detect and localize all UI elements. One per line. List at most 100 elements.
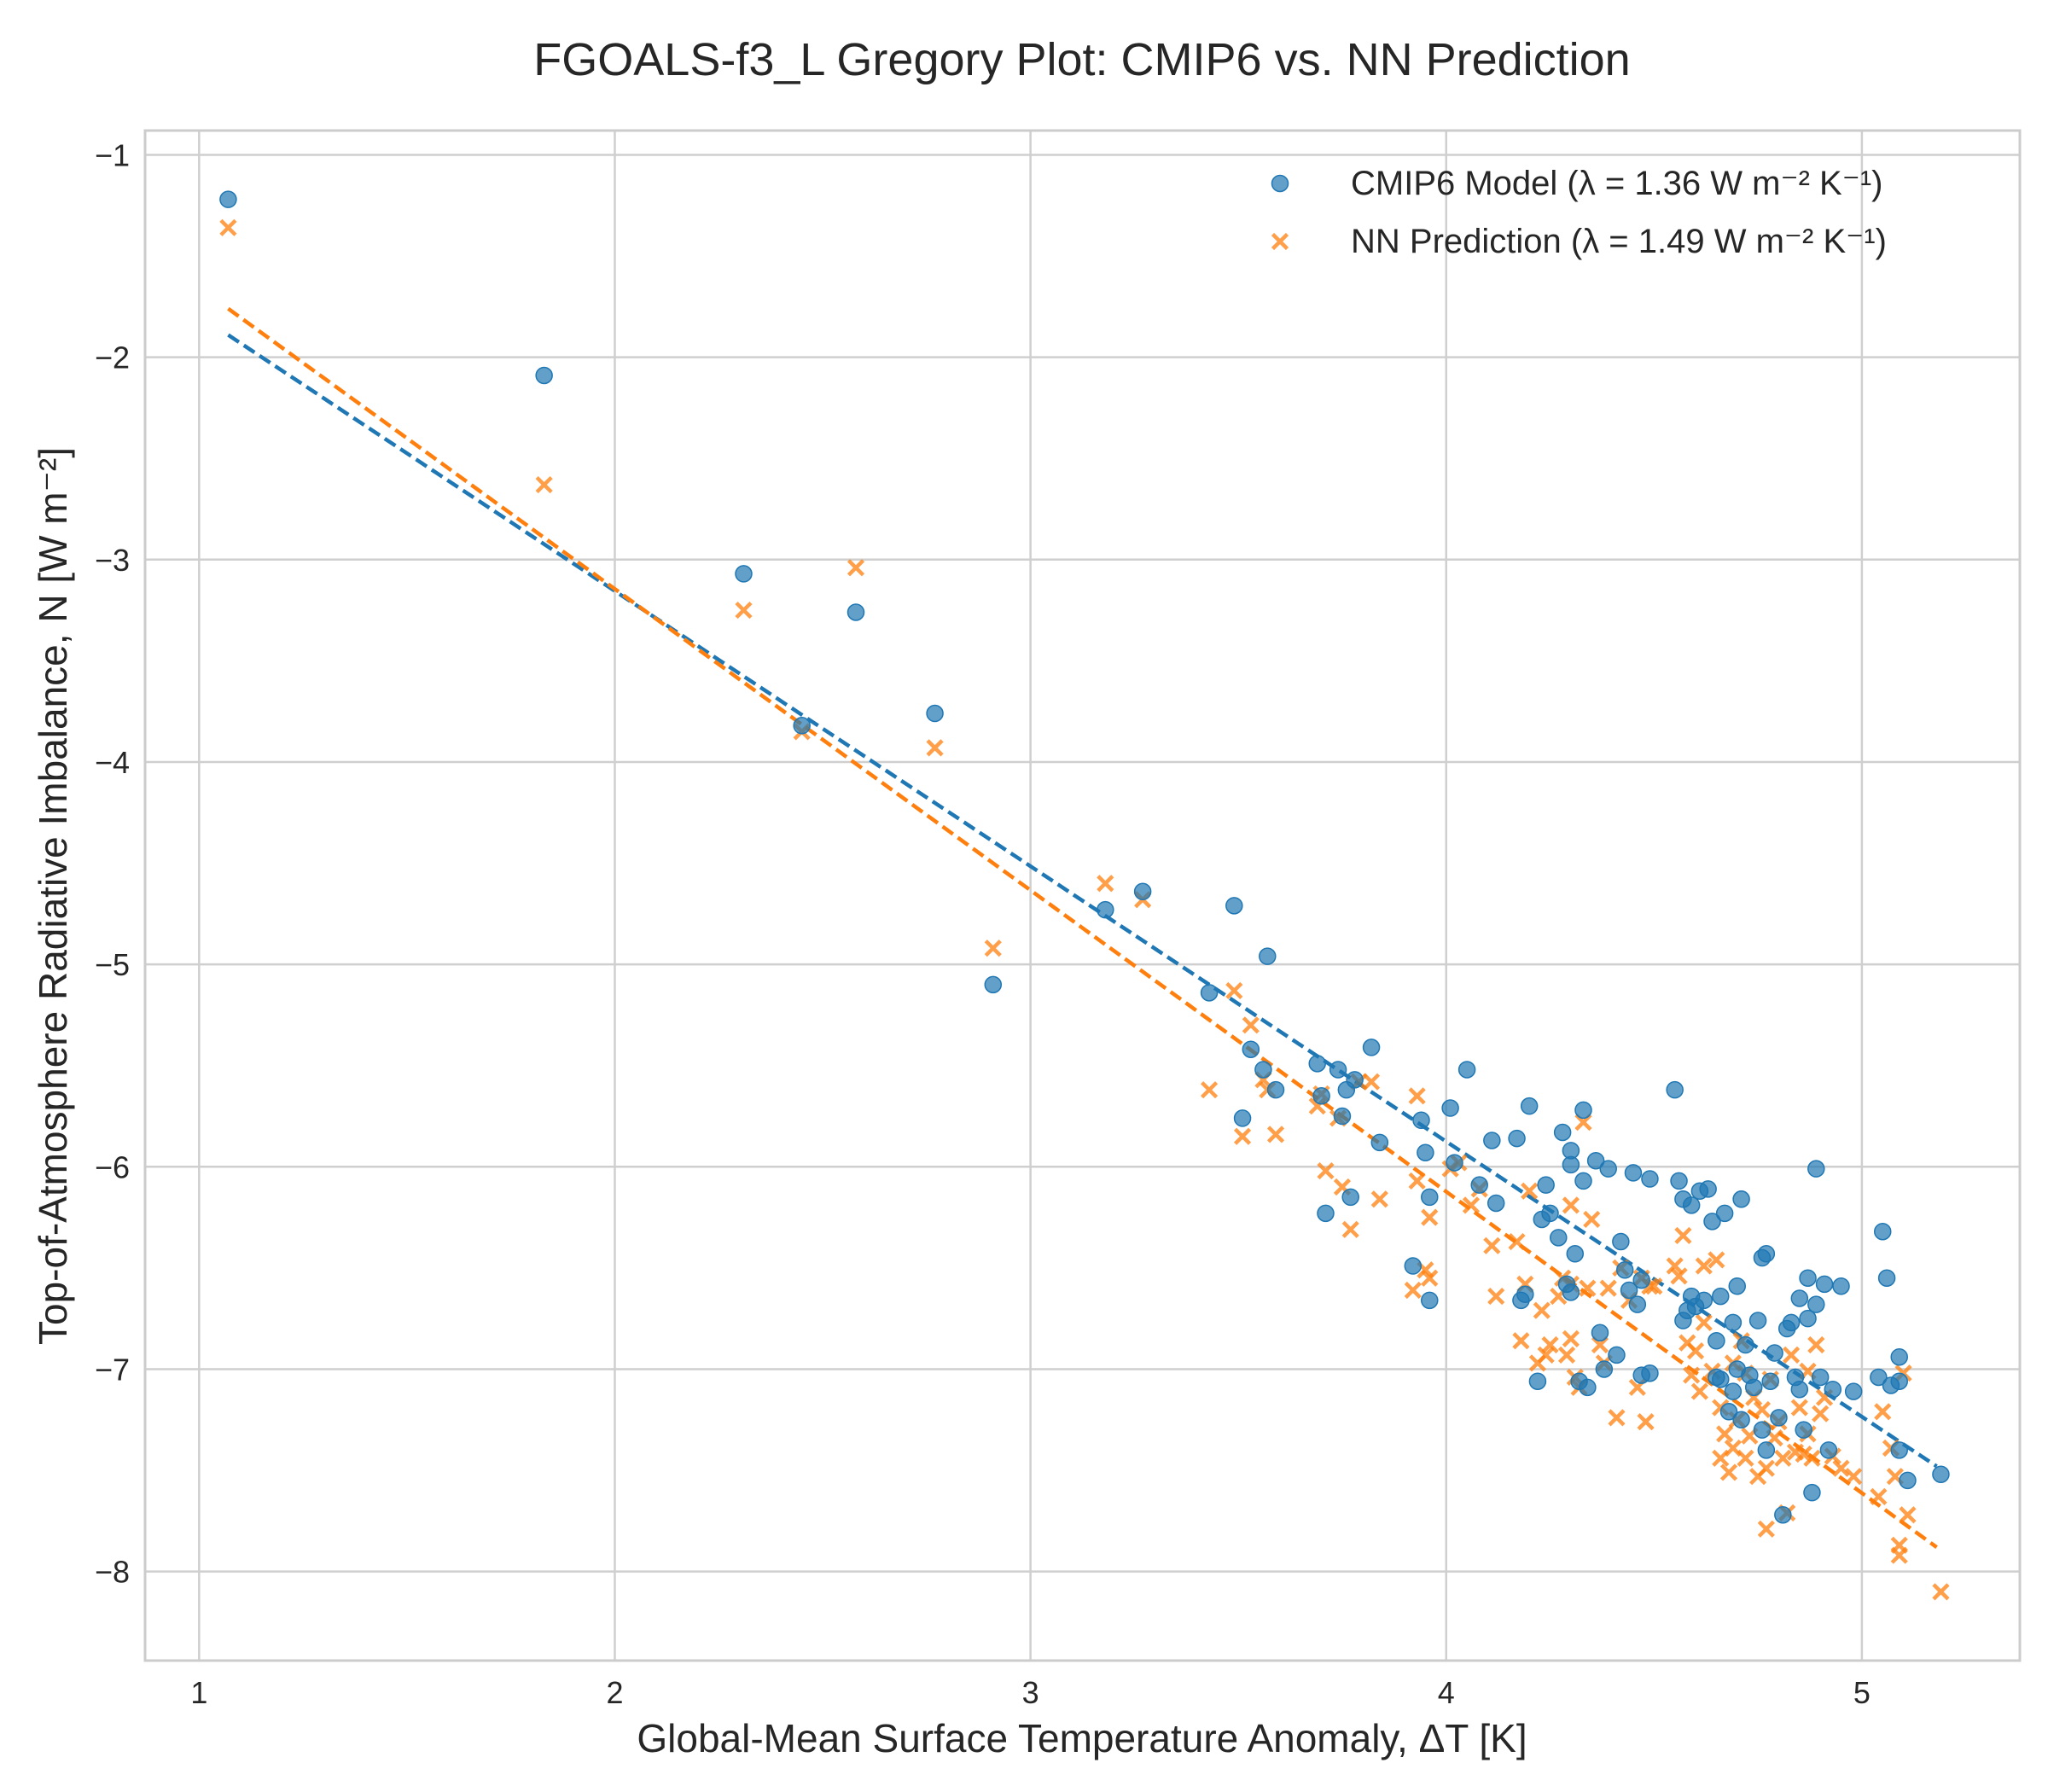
cmip6-point bbox=[1811, 1368, 1830, 1387]
cmip6-point bbox=[1612, 1232, 1630, 1251]
nn-point bbox=[1579, 1279, 1597, 1297]
cmip6-point bbox=[1312, 1087, 1330, 1105]
nn-point bbox=[1408, 1172, 1426, 1190]
nn-point bbox=[1487, 1288, 1505, 1306]
y-tick-label: −6 bbox=[95, 1149, 130, 1184]
nn-point bbox=[1695, 1313, 1713, 1332]
cmip6-point bbox=[1308, 1055, 1326, 1073]
nn-point bbox=[1537, 1346, 1555, 1364]
nn-point bbox=[1608, 1409, 1626, 1427]
nn-point bbox=[1716, 1425, 1734, 1443]
cmip6-point bbox=[1446, 1154, 1463, 1172]
y-axis-label: Top-of-Atmosphere Radiative Imbalance, N… bbox=[31, 447, 75, 1345]
cmip6-point bbox=[1329, 1061, 1347, 1079]
legend-x-marker bbox=[1271, 232, 1289, 251]
cmip6-point bbox=[1537, 1176, 1555, 1194]
cmip6-point bbox=[1757, 1441, 1776, 1459]
nn-point bbox=[1200, 1081, 1219, 1099]
cmip6-point bbox=[1641, 1364, 1659, 1382]
cmip6-point bbox=[1708, 1332, 1725, 1350]
cmip6-point bbox=[1832, 1277, 1850, 1295]
cmip6-point bbox=[1782, 1313, 1801, 1332]
nn-point bbox=[1508, 1232, 1526, 1251]
nn-point bbox=[1574, 1114, 1592, 1132]
cmip6-point bbox=[1628, 1295, 1647, 1313]
cmip6-point bbox=[1574, 1172, 1592, 1190]
nn-point bbox=[1591, 1335, 1609, 1354]
cmip6-point bbox=[1682, 1196, 1701, 1214]
cmip6-point bbox=[1753, 1421, 1772, 1439]
legend-item-cmip6: CMIP6 Model (λ = 1.36 W m⁻² K⁻¹) bbox=[1271, 165, 1882, 202]
cmip6-point bbox=[1748, 1312, 1767, 1329]
nn-point bbox=[1408, 1087, 1426, 1105]
cmip6-point bbox=[1457, 1061, 1476, 1079]
cmip6-point bbox=[1712, 1287, 1730, 1306]
cmip6-point bbox=[1873, 1222, 1892, 1241]
nn-point bbox=[1097, 875, 1114, 893]
cmip6-point bbox=[1890, 1372, 1908, 1390]
x-tick-label: 3 bbox=[1022, 1675, 1039, 1710]
chart-title: FGOALS-f3_L Gregory Plot: CMIP6 vs. NN P… bbox=[533, 34, 1630, 85]
cmip6-point bbox=[1225, 897, 1243, 915]
cmip6-point bbox=[1487, 1194, 1505, 1213]
x-tick-label: 1 bbox=[190, 1675, 207, 1710]
fit-lines bbox=[227, 306, 1938, 1550]
cmip6-point bbox=[1712, 1370, 1730, 1388]
x-tick-label: 4 bbox=[1438, 1675, 1455, 1710]
nn-point bbox=[1242, 1016, 1260, 1034]
cmip6-point bbox=[1757, 1245, 1776, 1263]
cmip6-point bbox=[1574, 1101, 1592, 1120]
cmip6-point bbox=[1790, 1380, 1809, 1399]
nn-point bbox=[1870, 1487, 1888, 1505]
cmip6-point bbox=[847, 603, 865, 621]
nn-point bbox=[1233, 1127, 1252, 1145]
nn-point bbox=[1686, 1342, 1705, 1360]
nn-point bbox=[1557, 1346, 1576, 1364]
x-tick-label: 2 bbox=[606, 1675, 623, 1710]
cmip6-point bbox=[1553, 1123, 1572, 1142]
cmip6-point bbox=[1441, 1099, 1459, 1117]
cmip6-fit-line bbox=[227, 333, 1938, 1469]
nn-point bbox=[219, 218, 237, 236]
cmip6-point bbox=[1579, 1378, 1597, 1397]
nn-point bbox=[1807, 1335, 1825, 1354]
cmip6-point bbox=[1699, 1180, 1717, 1198]
legend: CMIP6 Model (λ = 1.36 W m⁻² K⁻¹) NN Pred… bbox=[1271, 165, 1887, 260]
nn-point bbox=[1774, 1449, 1792, 1467]
cmip6-point bbox=[1724, 1382, 1743, 1400]
cmip6-point bbox=[1744, 1378, 1763, 1397]
nn-point bbox=[1790, 1399, 1808, 1417]
cmip6-point bbox=[1470, 1176, 1488, 1194]
nn-point bbox=[1708, 1251, 1725, 1269]
y-tick-label: −5 bbox=[95, 947, 130, 982]
y-tick-label: −1 bbox=[95, 137, 130, 172]
nn-point bbox=[1562, 1329, 1580, 1347]
cmip6-point bbox=[984, 975, 1003, 994]
nn-point bbox=[1874, 1403, 1892, 1421]
nn-point bbox=[1483, 1236, 1501, 1254]
cmip6-point bbox=[1591, 1324, 1609, 1342]
cmip6-point bbox=[1370, 1133, 1389, 1152]
cmip6-point bbox=[1790, 1289, 1809, 1307]
cmip6-point bbox=[1774, 1505, 1792, 1524]
cmip6-point bbox=[1562, 1283, 1580, 1301]
cmip6-point bbox=[926, 704, 944, 723]
cmip6-point bbox=[219, 190, 237, 208]
nn-point bbox=[1341, 1220, 1359, 1238]
nn-point bbox=[1753, 1400, 1772, 1419]
cmip6-point bbox=[1703, 1213, 1721, 1231]
cmip6-point bbox=[1799, 1309, 1817, 1328]
nn-point bbox=[1757, 1520, 1775, 1538]
cmip6-point bbox=[1724, 1313, 1743, 1332]
cmip6-point bbox=[1133, 882, 1152, 901]
cmip6-point bbox=[535, 366, 553, 385]
cmip6-point bbox=[1870, 1368, 1888, 1387]
nn-point bbox=[926, 739, 944, 757]
cmip6-point bbox=[1732, 1411, 1750, 1429]
cmip6-point bbox=[1520, 1097, 1539, 1115]
cmip6-point bbox=[1824, 1380, 1842, 1399]
cmip6-point bbox=[1795, 1421, 1812, 1439]
nn-point bbox=[984, 940, 1002, 957]
cmip6-point bbox=[1632, 1271, 1650, 1289]
cmip6-point bbox=[1417, 1143, 1434, 1161]
